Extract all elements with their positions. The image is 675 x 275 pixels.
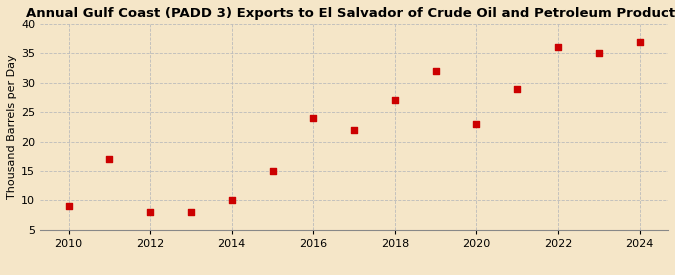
Y-axis label: Thousand Barrels per Day: Thousand Barrels per Day — [7, 54, 17, 199]
Point — [634, 39, 645, 44]
Point — [226, 198, 237, 203]
Point — [186, 210, 196, 214]
Title: Annual Gulf Coast (PADD 3) Exports to El Salvador of Crude Oil and Petroleum Pro: Annual Gulf Coast (PADD 3) Exports to El… — [26, 7, 675, 20]
Point — [104, 157, 115, 161]
Point — [308, 116, 319, 120]
Point — [389, 98, 400, 103]
Point — [349, 128, 360, 132]
Point — [430, 69, 441, 73]
Point — [512, 86, 522, 91]
Point — [63, 204, 74, 208]
Point — [471, 122, 482, 126]
Point — [553, 45, 564, 50]
Point — [145, 210, 156, 214]
Point — [593, 51, 604, 56]
Point — [267, 169, 278, 173]
